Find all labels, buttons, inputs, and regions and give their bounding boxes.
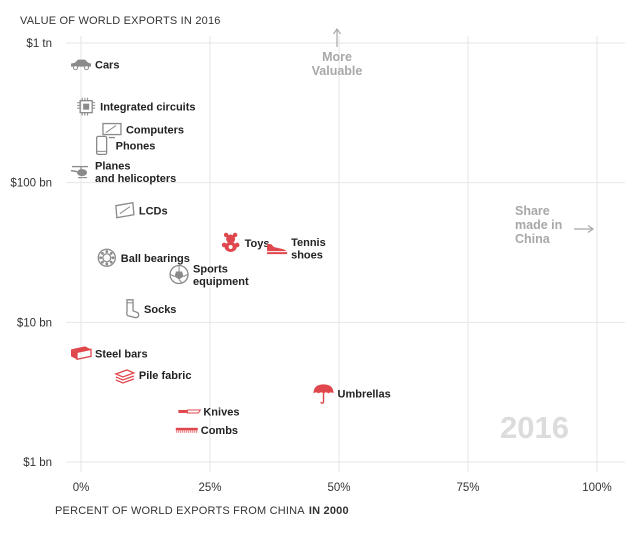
x-axis-title-main: PERCENT OF WORLD EXPORTS FROM CHINA (55, 505, 305, 517)
umbrella-icon (313, 384, 334, 404)
y-tick-label: $1 bn (23, 457, 52, 469)
data-point-steel-bars: Steel bars (71, 346, 148, 360)
annotation-text: China (515, 232, 551, 246)
annotation-text: Share (515, 204, 550, 218)
arrow-right-head (587, 225, 595, 233)
data-point-label: Combs (201, 425, 238, 437)
data-point-label: Phones (116, 140, 156, 152)
comb-icon (175, 427, 198, 433)
shoe-icon (267, 244, 288, 255)
arrow-up-head (333, 27, 341, 35)
x-tick-label: 100% (582, 482, 611, 494)
chart-title: VALUE OF WORLD EXPORTS IN 2016 (20, 15, 221, 27)
x-tick-label: 50% (327, 482, 350, 494)
x-axis-ticks: 0% 25% 50% 75% 100% (73, 482, 612, 494)
phone-icon (95, 135, 108, 156)
data-point-label: Tennis (291, 237, 326, 249)
data-point-combs: Combs (175, 425, 238, 437)
car-icon (71, 59, 91, 71)
annotation-text: More (322, 50, 352, 64)
x-axis-title: PERCENT OF WORLD EXPORTS FROM CHINA IN 20… (55, 505, 349, 517)
data-point-ball-bearings: Ball bearings (97, 248, 190, 267)
annotation-text: made in (515, 218, 562, 232)
data-point-toys: Toys (221, 232, 270, 252)
data-point-label: shoes (291, 250, 323, 262)
data-point-label: Toys (245, 238, 270, 250)
data-point-phones: Phones (95, 135, 156, 156)
y-tick-label: $100 bn (10, 178, 52, 190)
y-tick-label: $10 bn (17, 317, 52, 329)
data-points: Cars Integrated circuits Computers Phones Pl… (70, 59, 391, 437)
sock-icon (126, 299, 140, 319)
data-point-label: Planes (95, 161, 130, 173)
knife-icon (178, 409, 202, 414)
teddy-bear-icon (221, 232, 240, 252)
fabric-icon (114, 369, 136, 384)
data-point-label: Ball bearings (121, 253, 190, 265)
x-tick-label: 75% (456, 482, 479, 494)
data-point-label: equipment (193, 276, 249, 288)
data-point-label: Pile fabric (139, 370, 192, 382)
lcd-icon (115, 201, 135, 219)
data-point-lcds: LCDs (115, 201, 168, 219)
data-point-label: Steel bars (95, 348, 148, 360)
x-axis-title-bold: IN 2000 (309, 505, 349, 517)
data-point-label: Integrated circuits (100, 102, 195, 114)
data-point-cars: Cars (71, 59, 119, 72)
data-point-label: Knives (203, 406, 239, 418)
data-point-umbrellas: Umbrellas (313, 384, 391, 404)
data-point-knives: Knives (178, 406, 239, 418)
steel-bar-icon (71, 346, 92, 361)
x-tick-label: 0% (73, 482, 90, 494)
chip-icon (77, 97, 96, 116)
data-point-socks: Socks (126, 299, 176, 319)
data-point-pile-fabric: Pile fabric (114, 369, 192, 384)
y-axis-ticks: $1 tn $100 bn $10 bn $1 bn (10, 38, 52, 469)
x-tick-label: 25% (198, 482, 221, 494)
bearing-icon (97, 248, 116, 267)
computer-icon (102, 122, 122, 139)
data-point-label: and helicopters (95, 173, 176, 185)
data-point-label: LCDs (139, 206, 168, 218)
data-point-label: Socks (144, 304, 176, 316)
grid-lines (66, 36, 625, 472)
data-point-computers: Computers (102, 122, 184, 139)
data-point-label: Cars (95, 60, 119, 72)
y-tick-label: $1 tn (26, 38, 52, 50)
data-point-label: Sports (193, 264, 228, 276)
helicopter-icon (70, 165, 88, 179)
data-point-label: Umbrellas (338, 388, 391, 400)
annotation-text: Valuable (312, 64, 363, 78)
data-point-integrated-circuits: Integrated circuits (77, 97, 196, 116)
data-point-label: Computers (126, 125, 184, 137)
ball-icon (169, 264, 189, 285)
year-watermark: 2016 (500, 410, 569, 445)
